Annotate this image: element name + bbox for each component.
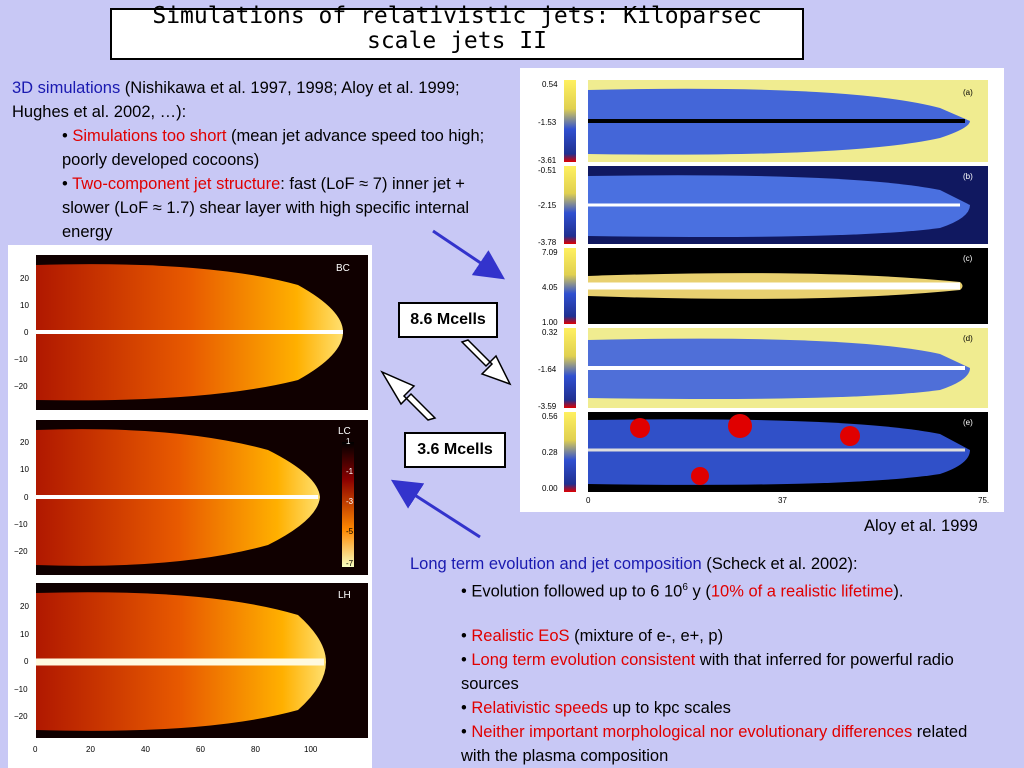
bottom-rest: (Scheck et al. 2002): bbox=[701, 555, 858, 573]
scale-tick: 7.09 bbox=[542, 248, 558, 257]
colorbar-tick: 1 bbox=[346, 437, 351, 446]
slide-title: Simulations of relativistic jets: Kilopa… bbox=[152, 3, 762, 54]
bullet-highlight: Simulations too short bbox=[72, 127, 227, 145]
x-tick: 60 bbox=[196, 745, 205, 754]
left-simulation-figure: BC LC LH 20 10 0 −10 −20 20 10 0 −10 −20… bbox=[8, 245, 372, 768]
colorbar-tick: -7 bbox=[346, 559, 354, 568]
scale-tick: 1.00 bbox=[542, 318, 558, 327]
scale-tick: -0.51 bbox=[538, 166, 557, 175]
b1-sup: 6 bbox=[682, 582, 688, 593]
scale-tick: -2.15 bbox=[538, 201, 557, 210]
bottom-lead: Long term evolution and jet composition bbox=[410, 555, 702, 573]
bottom-bullet-1: • Evolution followed up to 6 106 y (10% … bbox=[461, 582, 904, 601]
y-tick: 0 bbox=[24, 657, 29, 666]
x-tick: 37 bbox=[778, 496, 787, 505]
y-tick: 20 bbox=[20, 438, 29, 447]
intro-paragraph: 3D simulations (Nishikawa et al. 1997, 1… bbox=[12, 76, 512, 124]
y-tick: −10 bbox=[14, 685, 28, 694]
x-tick: 40 bbox=[141, 745, 150, 754]
y-tick: −10 bbox=[14, 355, 28, 364]
panel-label-lh: LH bbox=[338, 590, 351, 601]
y-tick: 0 bbox=[24, 493, 29, 502]
scale-tick: -3.61 bbox=[538, 156, 557, 165]
scale-tick: -3.78 bbox=[538, 238, 557, 247]
bullet-highlight: Two-component jet structure bbox=[72, 175, 281, 193]
b3-red: Long term evolution consistent bbox=[471, 651, 696, 669]
mcells-label-3-6: 3.6 Mcells bbox=[404, 432, 506, 468]
y-tick: 10 bbox=[20, 465, 29, 474]
x-tick: 80 bbox=[251, 745, 260, 754]
scale-tick: -3.59 bbox=[538, 402, 557, 411]
y-tick: 0 bbox=[24, 328, 29, 337]
bottom-bullet-3: • Long term evolution consistent with th… bbox=[461, 651, 954, 693]
left-figure-svg bbox=[36, 255, 368, 738]
x-tick: 75. bbox=[978, 496, 990, 505]
b1-red: 10% of a realistic lifetime bbox=[710, 582, 894, 601]
bullet-rest: : fast (LoF ≈ 7) inner jet + slower (LoF… bbox=[62, 175, 470, 241]
panel-label-bc: BC bbox=[336, 263, 350, 274]
panel-label-d: (d) bbox=[963, 334, 973, 343]
scale-tick: 0.32 bbox=[542, 328, 558, 337]
scale-tick: -1.64 bbox=[538, 365, 557, 374]
bullet-rest: (mean jet advance speed too high; poorly… bbox=[62, 127, 485, 169]
scale-tick: 0.56 bbox=[542, 412, 558, 421]
y-tick: −20 bbox=[14, 712, 28, 721]
colorbar-tick: -1 bbox=[346, 467, 354, 476]
y-tick: −20 bbox=[14, 547, 28, 556]
b2-rest: (mixture of e-, e+, p) bbox=[569, 627, 724, 645]
mcells-label-8-6: 8.6 Mcells bbox=[398, 302, 498, 338]
x-tick: 0 bbox=[33, 745, 38, 754]
slide-title-box: Simulations of relativistic jets: Kilopa… bbox=[110, 4, 804, 60]
b2-red: Realistic EoS bbox=[471, 627, 570, 645]
y-tick: 10 bbox=[20, 301, 29, 310]
bullet-item: • Two-component jet structure: fast (LoF… bbox=[62, 175, 470, 241]
block-arrow-left bbox=[380, 370, 437, 421]
bottom-bullet-2: • Realistic EoS (mixture of e-, e+, p) bbox=[461, 627, 724, 645]
x-tick: 0 bbox=[586, 496, 591, 505]
colorbar-tick: -5 bbox=[346, 527, 354, 536]
y-tick: −10 bbox=[14, 520, 28, 529]
b1-end: ). bbox=[893, 582, 904, 601]
block-arrow-right bbox=[460, 339, 512, 386]
panel-label-lc: LC bbox=[338, 426, 351, 437]
bottom-bullet-5: • Neither important morphological nor ev… bbox=[461, 723, 968, 765]
y-tick: 10 bbox=[20, 630, 29, 639]
panel-label-a: (a) bbox=[963, 88, 973, 97]
bottom-heading: Long term evolution and jet composition … bbox=[410, 552, 1010, 576]
scale-tick: 0.00 bbox=[542, 484, 558, 493]
scale-tick: -1.53 bbox=[538, 118, 557, 127]
y-tick: 20 bbox=[20, 274, 29, 283]
panel-label-e: (e) bbox=[963, 418, 973, 427]
right-figure-svg bbox=[564, 80, 988, 492]
bullet-item: • Simulations too short (mean jet advanc… bbox=[62, 127, 485, 169]
b1-pre: Evolution followed up to 6 10 bbox=[471, 582, 683, 601]
colorbar-tick: -3 bbox=[346, 497, 354, 506]
intro-lead: 3D simulations bbox=[12, 79, 121, 97]
panel-label-c: (c) bbox=[963, 254, 973, 263]
bottom-bullet-4: • Relativistic speeds up to kpc scales bbox=[461, 699, 731, 717]
right-simulation-figure: (a) (b) (c) (d) (e) 0.54 -1.53 -3.61 -0.… bbox=[520, 68, 1004, 512]
b5-red: Neither important morphological nor evol… bbox=[471, 723, 913, 741]
y-tick: 20 bbox=[20, 602, 29, 611]
panel-label-b: (b) bbox=[963, 172, 973, 181]
y-tick: −20 bbox=[14, 382, 28, 391]
intro-rest: (Nishikawa et al. 1997, 1998; Aloy et al… bbox=[12, 79, 460, 121]
b4-red: Relativistic speeds bbox=[471, 699, 609, 717]
x-tick: 20 bbox=[86, 745, 95, 754]
x-tick: 100 bbox=[304, 745, 318, 754]
scale-tick: 4.05 bbox=[542, 283, 558, 292]
b4-rest: up to kpc scales bbox=[608, 699, 731, 717]
b3-rest: with that inferred for powerful radio so… bbox=[461, 651, 954, 693]
arrow-to-left-figure bbox=[390, 479, 481, 539]
b5-rest: related with the plasma composition bbox=[461, 723, 968, 765]
scale-tick: 0.54 bbox=[542, 80, 558, 89]
b1-mid: y ( bbox=[687, 582, 711, 601]
scale-tick: 0.28 bbox=[542, 448, 558, 457]
figure-caption-aloy: Aloy et al. 1999 bbox=[864, 517, 978, 535]
